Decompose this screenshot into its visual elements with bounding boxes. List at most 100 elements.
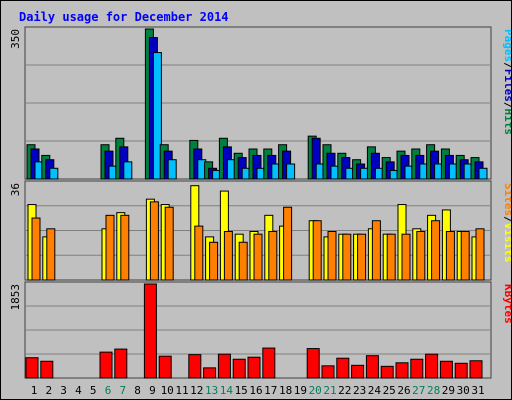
bar-kbytes-day-25 [380, 365, 394, 379]
x-tick-label-day-17: 17 [264, 384, 277, 397]
bar-sites-day-6 [105, 214, 115, 281]
legend-item-pages: Pages [502, 29, 511, 62]
x-tick-label-day-2: 2 [45, 384, 52, 397]
x-tick-label-day-20: 20 [309, 384, 322, 397]
bar-kbytes-day-2 [40, 360, 54, 379]
legend-item-visits: Visits [502, 223, 511, 263]
bar-kbytes-day-30 [454, 362, 468, 379]
bar-sites-day-27 [416, 231, 426, 281]
bar-sites-day-30 [460, 231, 470, 281]
x-tick-label-day-18: 18 [279, 384, 292, 397]
bar-sites-day-9 [149, 201, 159, 281]
bar-sites-day-29 [445, 231, 455, 281]
x-tick-label-day-8: 8 [134, 384, 141, 397]
bar-sites-day-13 [209, 241, 219, 281]
x-tick-label-day-21: 21 [323, 384, 336, 397]
bar-sites-day-18 [283, 206, 293, 281]
bar-sites-day-25 [386, 233, 396, 281]
x-tick-label-day-3: 3 [60, 384, 67, 397]
x-tick-label-day-9: 9 [149, 384, 156, 397]
legend-panel-3: KBytes [502, 284, 511, 324]
y-axis-max-label-3: 1853 [9, 284, 22, 311]
bar-kbytes-day-7 [114, 348, 128, 379]
bar-kbytes-day-14 [217, 353, 231, 379]
x-tick-label-day-5: 5 [90, 384, 97, 397]
bar-pages-day-2 [49, 167, 59, 180]
x-tick-label-day-26: 26 [397, 384, 410, 397]
bar-sites-day-10 [164, 206, 174, 281]
bar-sites-day-17 [268, 231, 278, 281]
x-tick-label-day-6: 6 [105, 384, 112, 397]
bar-sites-day-14 [223, 231, 233, 281]
y-axis-max-label-2: 36 [9, 183, 22, 196]
x-tick-label-day-14: 14 [220, 384, 234, 397]
bar-kbytes-day-22 [336, 357, 350, 379]
bar-kbytes-day-21 [321, 365, 335, 379]
x-tick-label-day-13: 13 [205, 384, 218, 397]
x-tick-label-day-31: 31 [471, 384, 484, 397]
bar-pages-day-18 [286, 163, 296, 180]
bar-kbytes-day-29 [439, 360, 453, 379]
bar-kbytes-day-24 [365, 355, 379, 379]
bar-sites-day-28 [431, 220, 441, 281]
bar-sites-day-12 [194, 225, 204, 281]
bar-pages-day-10 [167, 159, 177, 180]
x-tick-label-day-30: 30 [457, 384, 470, 397]
bar-kbytes-day-20 [306, 348, 320, 379]
x-tick-label-day-16: 16 [249, 384, 262, 397]
legend-separator: / [502, 62, 511, 69]
legend-panel-2: Sites/Visits [502, 183, 511, 263]
x-tick-label-day-23: 23 [353, 384, 366, 397]
x-tick-label-day-10: 10 [161, 384, 174, 397]
bar-kbytes-day-26 [395, 362, 409, 379]
bar-sites-day-22 [342, 233, 352, 281]
bar-sites-day-1 [31, 217, 41, 281]
bar-kbytes-day-9 [143, 283, 157, 379]
bar-sites-day-23 [357, 233, 367, 281]
x-tick-label-day-7: 7 [119, 384, 126, 397]
bar-sites-day-20 [312, 220, 322, 281]
bar-kbytes-day-10 [158, 355, 172, 379]
bar-kbytes-day-1 [25, 357, 39, 379]
x-tick-label-day-12: 12 [190, 384, 203, 397]
x-tick-label-day-29: 29 [442, 384, 455, 397]
bar-sites-day-26 [401, 233, 411, 281]
x-tick-label-day-28: 28 [427, 384, 440, 397]
y-axis-max-label-1: 350 [9, 29, 22, 49]
legend-panel-1: Pages/Files/Hits [502, 29, 511, 135]
bar-kbytes-day-17 [262, 347, 276, 379]
chart-title: Daily usage for December 2014 [19, 10, 229, 24]
bar-kbytes-day-13 [203, 367, 217, 379]
x-tick-label-day-19: 19 [294, 384, 307, 397]
bar-kbytes-day-23 [351, 364, 365, 379]
bar-pages-day-9 [152, 52, 162, 180]
bar-kbytes-day-27 [410, 358, 424, 379]
x-tick-label-day-25: 25 [383, 384, 396, 397]
x-tick-label-day-24: 24 [368, 384, 382, 397]
x-tick-label-day-22: 22 [338, 384, 351, 397]
x-tick-label-day-4: 4 [75, 384, 82, 397]
bar-kbytes-day-6 [99, 351, 113, 379]
bar-sites-day-7 [120, 214, 130, 281]
bar-kbytes-day-28 [425, 353, 439, 379]
legend-item-kbytes: KBytes [502, 284, 511, 324]
legend-separator: / [502, 216, 511, 223]
legend-item-sites: Sites [502, 183, 511, 216]
bar-sites-day-2 [46, 228, 56, 281]
bar-pages-day-31 [478, 167, 488, 180]
legend-item-hits: Hits [502, 109, 511, 136]
bar-sites-day-24 [371, 220, 381, 281]
bar-kbytes-day-31 [469, 360, 483, 379]
bar-sites-day-15 [238, 241, 248, 281]
x-tick-label-day-11: 11 [175, 384, 188, 397]
bar-kbytes-day-15 [232, 358, 246, 379]
legend-item-files: Files [502, 69, 511, 102]
bar-pages-day-7 [123, 161, 133, 180]
bar-kbytes-day-16 [247, 356, 261, 379]
x-tick-label-day-15: 15 [235, 384, 248, 397]
bar-kbytes-day-12 [188, 354, 202, 379]
x-tick-label-day-1: 1 [31, 384, 38, 397]
bar-sites-day-16 [253, 233, 263, 281]
